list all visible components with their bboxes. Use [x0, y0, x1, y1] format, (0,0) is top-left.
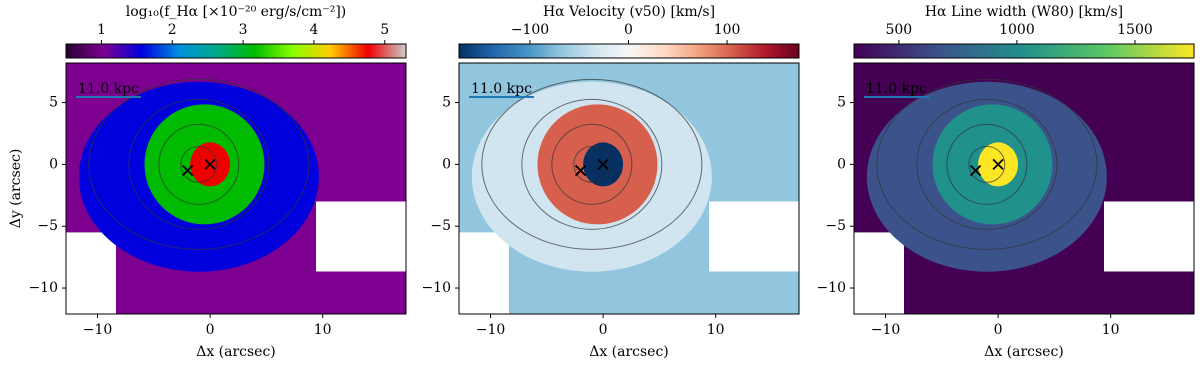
- contour: [946, 123, 1028, 205]
- x-tick-label: −10: [83, 322, 113, 338]
- x-tick-label: 0: [206, 322, 215, 338]
- x-tick-label: 10: [707, 322, 725, 338]
- contour: [128, 98, 270, 230]
- colorbar-tick-label: 100: [714, 22, 741, 38]
- colorbar-tick-label: 1500: [1117, 22, 1153, 38]
- x-tick-label: 0: [599, 322, 608, 338]
- colorbar: [65, 43, 407, 59]
- y-tick-label: −10: [421, 280, 451, 296]
- colorbar: [853, 43, 1195, 59]
- y-tick-label: 0: [837, 156, 846, 172]
- y-tick-label: −5: [37, 218, 58, 234]
- x-axis-label: Δx (arcsec): [589, 344, 669, 360]
- contour: [968, 145, 1006, 183]
- colorbar-tick-label: 0: [624, 22, 633, 38]
- map-blank: [709, 201, 799, 272]
- y-tick-label: 0: [442, 156, 451, 172]
- contour: [876, 78, 1098, 250]
- y-tick-label: 5: [49, 95, 58, 111]
- x-tick-label: 10: [1102, 322, 1120, 338]
- y-tick-label: −10: [816, 280, 846, 296]
- x-tick-label: −10: [871, 322, 901, 338]
- colorbar-label: Hα Line width (W80) [km/s]: [925, 4, 1123, 20]
- contour: [916, 98, 1058, 230]
- marker: [204, 158, 216, 171]
- frame: [65, 62, 407, 315]
- map-blank: [854, 232, 904, 314]
- colorbar-label: log₁₀(f_Hα [×10⁻²⁰ erg/s/cm⁻²]): [126, 4, 347, 20]
- colorbar-tick-label: 1: [97, 22, 106, 38]
- y-tick-label: −5: [825, 218, 846, 234]
- x-tick-label: 0: [994, 322, 1003, 338]
- contour: [521, 98, 663, 230]
- annotation: 11.0 kpc: [78, 81, 139, 97]
- colorbar-tick-label: 4: [309, 22, 318, 38]
- marker: [597, 158, 609, 171]
- y-tick-label: −5: [430, 218, 451, 234]
- colorbar-tick-label: −100: [511, 22, 549, 38]
- contour: [158, 123, 240, 205]
- frame: [853, 62, 1195, 315]
- colorbar-tick-label: 5: [380, 22, 389, 38]
- marker: [992, 158, 1004, 171]
- contour: [573, 145, 611, 183]
- annotation: 11.0 kpc: [866, 81, 927, 97]
- contour: [551, 123, 633, 205]
- x-tick-label: −10: [476, 322, 506, 338]
- contour: [481, 78, 703, 250]
- colorbar-tick-label: 500: [885, 22, 912, 38]
- y-axis-label: Δy (arcsec): [8, 149, 24, 229]
- y-tick-label: 0: [49, 156, 58, 172]
- map: [459, 63, 799, 314]
- x-tick-label: 10: [314, 322, 332, 338]
- map-blank: [66, 232, 116, 314]
- frame: [458, 62, 800, 315]
- x-axis-label: Δx (arcsec): [196, 344, 276, 360]
- colorbar-label: Hα Velocity (v50) [km/s]: [543, 4, 715, 20]
- colorbar-tick-label: 2: [168, 22, 177, 38]
- y-tick-label: 5: [837, 95, 846, 111]
- contour: [180, 145, 218, 183]
- marker: [181, 164, 194, 177]
- map: [66, 63, 406, 314]
- map-blank: [316, 201, 406, 272]
- map-blank: [459, 232, 509, 314]
- colorbar-tick-label: 1000: [999, 22, 1035, 38]
- y-tick-label: 5: [442, 95, 451, 111]
- x-axis-label: Δx (arcsec): [984, 344, 1064, 360]
- map-blank: [1104, 201, 1194, 272]
- contour: [88, 78, 310, 250]
- annotation: 11.0 kpc: [471, 81, 532, 97]
- marker: [574, 164, 587, 177]
- colorbar: [458, 43, 800, 59]
- map: [854, 63, 1194, 314]
- marker: [969, 164, 982, 177]
- colorbar-tick-label: 3: [239, 22, 248, 38]
- y-tick-label: −10: [28, 280, 58, 296]
